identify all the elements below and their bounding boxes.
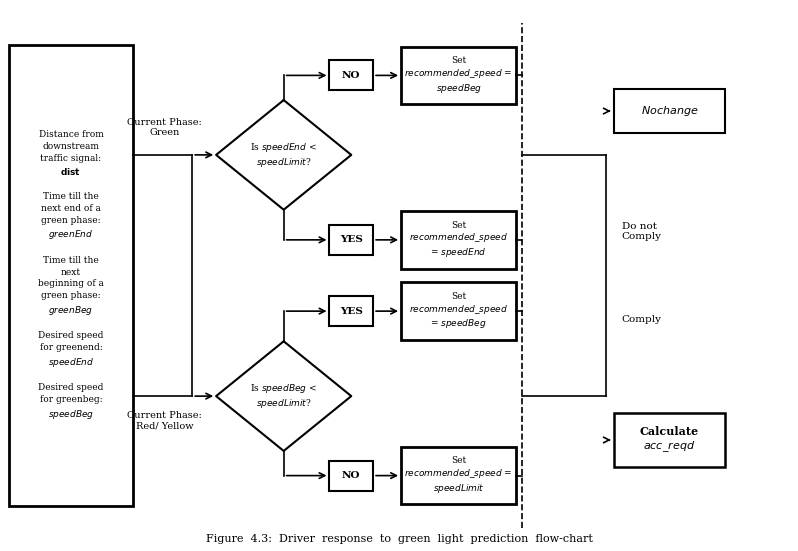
Text: YES: YES bbox=[340, 307, 363, 316]
Text: Figure  4.3:  Driver  response  to  green  light  prediction  flow-chart: Figure 4.3: Driver response to green lig… bbox=[206, 534, 592, 544]
Text: $\it{No change}$: $\it{No change}$ bbox=[641, 104, 698, 118]
FancyBboxPatch shape bbox=[330, 60, 373, 90]
FancyBboxPatch shape bbox=[330, 461, 373, 491]
Text: Current Phase:
Red/ Yellow: Current Phase: Red/ Yellow bbox=[127, 411, 202, 430]
FancyBboxPatch shape bbox=[614, 89, 725, 133]
Text: Is $\it{speedBeg}$ <
$\it{speedLimit}$?: Is $\it{speedBeg}$ < $\it{speedLimit}$? bbox=[250, 382, 318, 410]
FancyBboxPatch shape bbox=[330, 225, 373, 255]
Text: Do not
Comply: Do not Comply bbox=[622, 222, 662, 241]
Text: Comply: Comply bbox=[622, 315, 662, 324]
Text: Set
$\it{recommended\_speed}$
= $\it{speedEnd}$: Set $\it{recommended\_speed}$ = $\it{spe… bbox=[409, 220, 508, 259]
FancyBboxPatch shape bbox=[614, 413, 725, 467]
Text: Set
$\it{recommended\_speed}$ =
$\it{speedLimit}$: Set $\it{recommended\_speed}$ = $\it{spe… bbox=[405, 456, 513, 495]
Text: Current Phase:
Green: Current Phase: Green bbox=[127, 118, 202, 137]
Text: NO: NO bbox=[342, 471, 361, 480]
FancyBboxPatch shape bbox=[401, 47, 516, 104]
FancyBboxPatch shape bbox=[401, 282, 516, 340]
Text: Distance from
downstream
traffic signal:
$\bf{dist}$

Time till the
next end of : Distance from downstream traffic signal:… bbox=[38, 130, 104, 421]
FancyBboxPatch shape bbox=[401, 211, 516, 269]
FancyBboxPatch shape bbox=[10, 45, 132, 506]
Text: Is $\it{speedEnd}$ <
$\it{speedLimit}$?: Is $\it{speedEnd}$ < $\it{speedLimit}$? bbox=[251, 141, 317, 169]
FancyBboxPatch shape bbox=[401, 447, 516, 504]
Text: Set
$\it{recommended\_speed}$
= $\it{speedBeg}$: Set $\it{recommended\_speed}$ = $\it{spe… bbox=[409, 292, 508, 331]
Text: Set
$\it{recommended\_speed}$ =
$\it{speedBeg}$: Set $\it{recommended\_speed}$ = $\it{spe… bbox=[405, 56, 513, 95]
Text: Calculate
$\it{acc\_reqd}$: Calculate $\it{acc\_reqd}$ bbox=[640, 426, 699, 454]
FancyBboxPatch shape bbox=[330, 296, 373, 326]
Text: NO: NO bbox=[342, 71, 361, 80]
Text: YES: YES bbox=[340, 235, 363, 244]
